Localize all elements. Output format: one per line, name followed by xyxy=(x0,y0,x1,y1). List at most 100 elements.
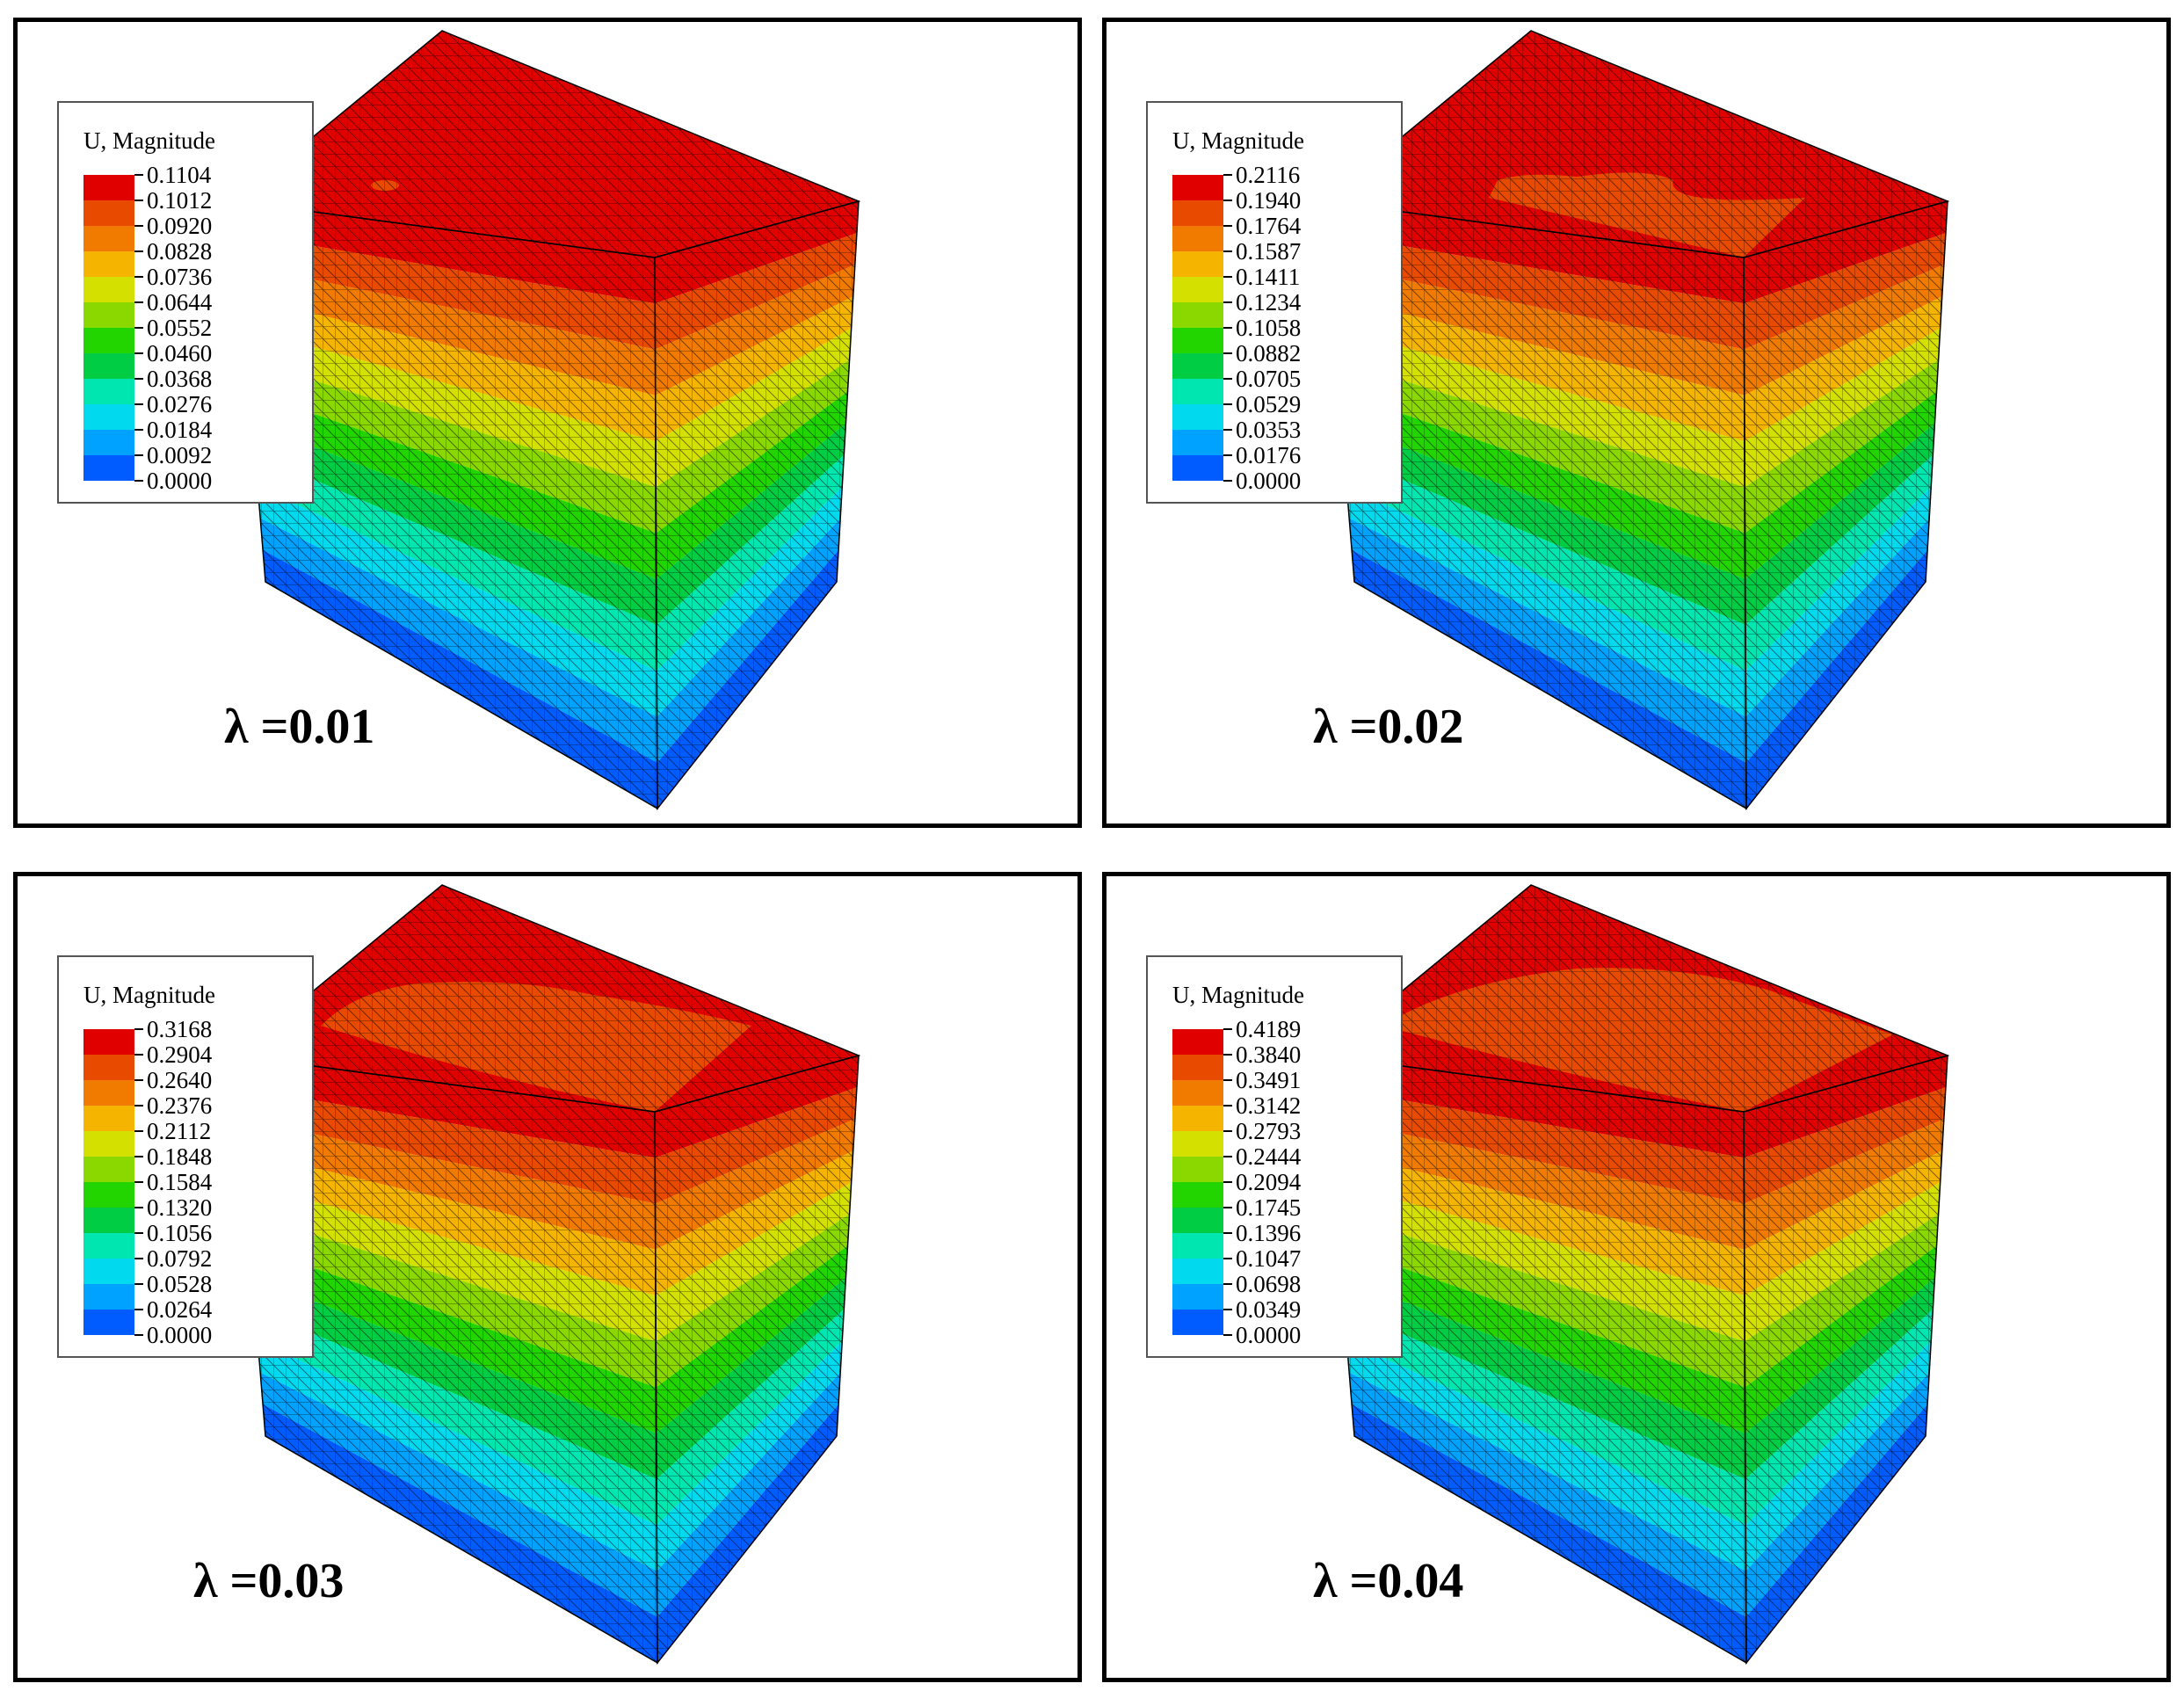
legend-value: 0.3168 xyxy=(147,1016,213,1042)
legend-swatch xyxy=(83,302,134,328)
legend-value: 0.0705 xyxy=(1236,366,1302,392)
legend-value: 0.0092 xyxy=(147,442,213,468)
legend-tick xyxy=(1223,480,1232,482)
legend-value: 0.0552 xyxy=(147,315,213,341)
legend-swatch xyxy=(83,353,134,379)
legend-value: 0.0000 xyxy=(1236,1322,1302,1348)
legend-value: 0.0529 xyxy=(1236,391,1302,417)
legend-value: 0.1411 xyxy=(1236,264,1301,290)
cube-edge xyxy=(1743,1054,1948,1665)
legend-tick xyxy=(134,301,143,303)
legend-swatch xyxy=(83,1284,134,1310)
legend-value: 0.1587 xyxy=(1236,238,1302,265)
legend-value: 0.0000 xyxy=(147,1322,213,1348)
legend-value: 0.2376 xyxy=(147,1092,213,1119)
legend-value: 0.0736 xyxy=(147,264,213,290)
legend-value: 0.0184 xyxy=(147,417,213,443)
legend-swatch xyxy=(1172,1055,1223,1080)
panel-lambda-004: U, Magnitude 0.4189 0.3840 0.3491 0.3142 0.27… xyxy=(1102,872,2171,1682)
legend-tick xyxy=(134,250,143,252)
mesh-overlay xyxy=(1324,201,1746,809)
panel-lambda-001: U, Magnitude 0.1104 0.1012 0.0920 0.0828 0.07… xyxy=(13,18,1082,828)
legend-tick xyxy=(134,454,143,456)
legend-swatch xyxy=(1172,1106,1223,1131)
legend-tick xyxy=(134,1130,143,1132)
legend-value: 0.0460 xyxy=(147,340,213,366)
legend-title: U, Magnitude xyxy=(1172,982,1304,1008)
legend-value: 0.2112 xyxy=(147,1118,212,1144)
legend-tick xyxy=(134,378,143,380)
legend-value: 0.3840 xyxy=(1236,1041,1302,1068)
legend-value: 0.0644 xyxy=(147,289,213,316)
legend-tick xyxy=(1223,1207,1232,1208)
legend-swatch xyxy=(1172,1233,1223,1259)
legend-value: 0.0920 xyxy=(147,213,213,239)
legend-swatch xyxy=(83,1029,134,1055)
legend-swatch xyxy=(1172,404,1223,430)
legend-tick xyxy=(1223,1309,1232,1310)
legend-value: 0.1940 xyxy=(1236,187,1302,214)
cube-mesh xyxy=(1322,30,1950,811)
legend-swatch xyxy=(83,1131,134,1157)
mesh-overlay xyxy=(1324,31,1948,258)
lambda-label: λ =0.04 xyxy=(1313,1554,1464,1608)
legend-tick xyxy=(1223,378,1232,380)
legend-value: 0.0882 xyxy=(1236,340,1302,366)
panel-lambda-003: U, Magnitude 0.3168 0.2904 0.2640 0.2376 0.21… xyxy=(13,872,1082,1682)
legend-swatch xyxy=(83,430,134,455)
legend-tick xyxy=(1223,1283,1232,1285)
legend-tick xyxy=(1223,1028,1232,1030)
legend-swatch xyxy=(83,226,134,251)
legend-value: 0.0264 xyxy=(147,1296,213,1323)
cube-mesh xyxy=(233,30,861,811)
legend-tick xyxy=(1223,1334,1232,1336)
legend-title: U, Magnitude xyxy=(83,982,215,1008)
legend-value: 0.1848 xyxy=(147,1143,213,1170)
legend-value: 0.1104 xyxy=(147,162,212,188)
mesh-overlay xyxy=(235,201,657,809)
mesh-overlay xyxy=(655,201,859,809)
legend-tick xyxy=(134,200,143,201)
legend-tick xyxy=(134,429,143,431)
legend-value: 0.0368 xyxy=(147,366,213,392)
legend-swatch xyxy=(1172,1080,1223,1106)
legend-value: 0.2793 xyxy=(1236,1118,1302,1144)
legend-tick xyxy=(1223,1258,1232,1259)
legend-swatch xyxy=(83,455,134,481)
legend-value: 0.2094 xyxy=(1236,1169,1302,1195)
legend-value: 0.0276 xyxy=(147,391,213,417)
mesh-overlay xyxy=(235,1056,657,1663)
legend-value: 0.0353 xyxy=(1236,417,1302,443)
legend-tick xyxy=(134,1105,143,1107)
legend-tick xyxy=(1223,276,1232,278)
legend-value: 0.2904 xyxy=(147,1041,213,1068)
legend-swatch xyxy=(1172,200,1223,226)
legend-tick xyxy=(1223,1232,1232,1234)
legend-tick xyxy=(134,1156,143,1157)
legend-tick xyxy=(1223,174,1232,176)
cube-mesh xyxy=(233,884,861,1665)
legend-tick xyxy=(1223,1105,1232,1107)
legend-swatch xyxy=(1172,455,1223,481)
legend: U, Magnitude 0.1104 0.1012 0.0920 0.0828 0.07… xyxy=(57,101,314,504)
legend-value: 0.0528 xyxy=(147,1271,213,1297)
legend-swatch xyxy=(83,1208,134,1233)
legend-swatch xyxy=(1172,302,1223,328)
legend-value: 0.1058 xyxy=(1236,315,1302,341)
mesh-overlay xyxy=(1744,201,1948,809)
legend-tick xyxy=(1223,1130,1232,1132)
cube-edge xyxy=(654,1054,860,1665)
legend-tick xyxy=(134,1207,143,1208)
legend-value: 0.1234 xyxy=(1236,289,1302,316)
legend-swatch xyxy=(83,328,134,353)
legend-value: 0.1584 xyxy=(147,1169,213,1195)
legend-tick xyxy=(1223,454,1232,456)
legend-value: 0.1396 xyxy=(1236,1220,1302,1246)
legend-swatch xyxy=(1172,1157,1223,1182)
legend-swatch xyxy=(1172,328,1223,353)
legend-swatch xyxy=(83,251,134,277)
legend-swatch xyxy=(83,404,134,430)
legend-swatch xyxy=(83,1055,134,1080)
mesh-overlay xyxy=(1324,1056,1746,1663)
legend-value: 0.1012 xyxy=(147,187,213,214)
